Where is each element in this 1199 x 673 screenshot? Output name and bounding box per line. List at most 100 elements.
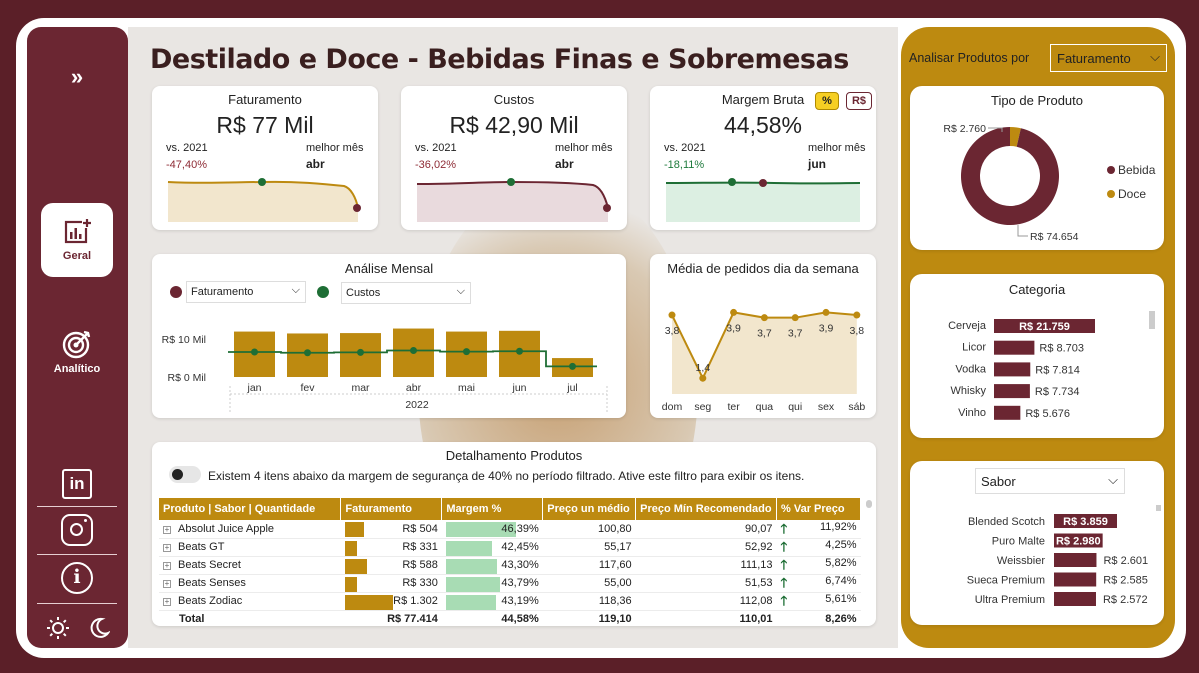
var-value: 11,92% [820, 520, 857, 533]
moon-icon[interactable] [88, 616, 111, 640]
category-bar[interactable] [994, 319, 1095, 333]
kpi-title: Custos [493, 92, 535, 107]
category-bar[interactable] [994, 340, 1035, 355]
weekday-point[interactable] [822, 308, 830, 316]
expand-icon[interactable]: + [163, 543, 171, 552]
expand-icon[interactable]: + [163, 579, 171, 588]
data-label: 3,7 [788, 328, 803, 340]
faturamento-bar [344, 576, 357, 592]
weekday-point[interactable] [699, 374, 707, 382]
category-bar[interactable] [1054, 592, 1096, 606]
table-row[interactable]: + Beats GT R$ 331 42,45% 55,17 52,92 🡑 4,25% [159, 538, 861, 557]
kpi-best-label: melhor mês [555, 142, 613, 154]
arrow-up-icon: 🡑 [780, 539, 788, 554]
weekday-point[interactable] [853, 311, 861, 319]
divider [37, 506, 117, 507]
margem-bar [445, 576, 500, 592]
page-title: Destilado e Doce - Bebidas Finas e Sobre… [150, 44, 849, 75]
toggle-percent-button[interactable]: % [815, 92, 839, 110]
bar-value-label: R$ 2.572 [1103, 594, 1148, 606]
bar-value-label: R$ 7.734 [1035, 386, 1080, 398]
y-tick-label: R$ 10 Mil [162, 334, 206, 346]
table-row[interactable]: + Absolut Juice Apple R$ 504 46,39% 100,80 90… [159, 520, 861, 539]
table-row[interactable]: + Beats Senses R$ 330 43,79% 55,00 51,53 🡑 6,74… [159, 574, 861, 593]
linkedin-icon[interactable]: in [62, 469, 92, 499]
divider [37, 554, 117, 555]
toggle-currency-button[interactable]: R$ [846, 92, 872, 110]
filter-toggle[interactable] [169, 466, 201, 483]
custos-point[interactable] [569, 362, 576, 370]
arrow-up-icon: 🡑 [780, 520, 788, 536]
x-tick-label: mai [458, 382, 475, 394]
table-row[interactable]: + Beats Secret R$ 588 43,30% 117,60 111,13 🡑 5,… [159, 556, 861, 575]
donut-slice[interactable] [1010, 127, 1021, 147]
custos-point[interactable] [463, 348, 470, 356]
nav-analitico[interactable]: Analítico [41, 326, 113, 400]
weekday-point[interactable] [668, 311, 676, 319]
category-bar[interactable] [994, 362, 1031, 377]
table-row[interactable]: + Beats Zodiac R$ 1.302 43,19% 118,36 112,08 🡑… [159, 592, 861, 611]
sun-icon[interactable] [46, 616, 70, 640]
legend-label[interactable]: Bebida [1118, 163, 1156, 177]
bar-value-label: R$ 8.703 [1039, 343, 1084, 355]
table-scrollbar[interactable] [866, 500, 872, 508]
products-table: Produto | Sabor | Quantidade Faturamento… [159, 498, 861, 626]
weekday-point[interactable] [791, 314, 799, 322]
column-header[interactable]: Preço Mín Recomendado [635, 498, 778, 520]
custos-point[interactable] [251, 348, 258, 356]
bar-value-label: R$ 5.676 [1025, 408, 1070, 420]
margem-cell: 42,45% [441, 538, 543, 557]
instagram-icon[interactable] [61, 514, 93, 546]
nav-geral-label: Geral [62, 250, 92, 262]
custos-point[interactable] [410, 347, 417, 354]
custos-point[interactable] [357, 348, 364, 356]
expand-icon[interactable]: + [163, 561, 171, 570]
legend-marker [1107, 166, 1115, 174]
margem-value: 43,19% [501, 595, 539, 607]
column-header[interactable]: Preço un médio [542, 498, 637, 520]
category-bar[interactable] [1054, 553, 1097, 567]
expand-icon[interactable]: » [70, 64, 84, 89]
expand-icon[interactable]: + [163, 597, 171, 606]
var-value: 4,25% [825, 539, 857, 551]
expand-icon[interactable]: + [163, 524, 171, 534]
category-bar[interactable] [1054, 572, 1097, 587]
analyze-select[interactable]: Faturamento ⌵ [1050, 44, 1167, 72]
donut-slice[interactable] [961, 127, 1059, 225]
category-bar[interactable] [1054, 533, 1103, 548]
category-bar[interactable] [994, 384, 1030, 399]
category-bar[interactable] [1054, 514, 1117, 528]
sabor-select[interactable]: Sabor ⌵ [975, 468, 1125, 494]
margem-cell: 43,19% [441, 592, 543, 611]
categoria-scrollbar[interactable] [1149, 311, 1155, 329]
data-label: 3,7 [757, 328, 772, 340]
series1-select[interactable]: Faturamento ⌵ [186, 281, 306, 303]
data-label: 1,4 [695, 362, 710, 374]
faturamento-cell: R$ 331 [340, 538, 442, 557]
kpi-title: Faturamento [228, 92, 302, 107]
tipo-title: Tipo de Produto [990, 93, 1084, 108]
category-label: Licor [962, 342, 986, 354]
bar-value-label: R$ 3.859 [1063, 516, 1108, 528]
column-header[interactable]: % Var Preço [776, 498, 861, 520]
series2-select[interactable]: Custos ⌵ [341, 282, 471, 304]
category-bar[interactable] [994, 405, 1021, 420]
column-header[interactable]: Produto | Sabor | Quantidade [159, 498, 342, 520]
weekday-point[interactable] [760, 314, 768, 322]
column-header[interactable]: Faturamento [340, 498, 443, 520]
product-name: Beats Secret [178, 559, 241, 571]
x-tick-label: jan [246, 382, 261, 394]
faturamento-cell: R$ 504 [340, 520, 442, 539]
custos-point[interactable] [516, 347, 523, 355]
custos-point[interactable] [304, 349, 311, 357]
info-icon[interactable]: i [61, 562, 93, 594]
nav-geral[interactable]: Geral [41, 203, 113, 277]
bebida-value-label: R$ 74.654 [1030, 231, 1079, 243]
faturamento-value: R$ 330 [402, 577, 438, 589]
chevron-down-icon: ⌵ [456, 285, 465, 297]
var-value: 6,74% [825, 575, 857, 587]
weekday-point[interactable] [730, 308, 738, 316]
column-header[interactable]: Margem % [441, 498, 544, 520]
sabor-scrollbar[interactable] [1156, 505, 1161, 511]
legend-label[interactable]: Doce [1118, 187, 1146, 201]
